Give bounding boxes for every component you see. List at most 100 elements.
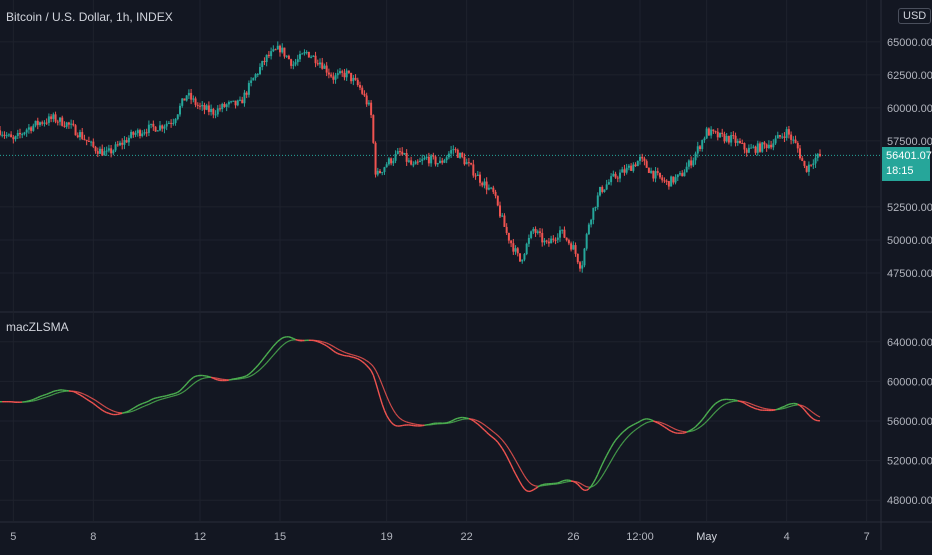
indicator-line-segment bbox=[260, 367, 262, 369]
candle-body bbox=[479, 175, 481, 183]
candle-body bbox=[63, 126, 65, 127]
indicator-line-segment bbox=[189, 386, 191, 388]
candle-body bbox=[621, 169, 623, 172]
indicator-line-segment bbox=[344, 352, 346, 353]
indicator-line-segment bbox=[173, 395, 175, 396]
last-price-badge: 56401.07 18:15 bbox=[882, 147, 930, 181]
candle-body bbox=[339, 71, 341, 73]
candle-body bbox=[641, 157, 643, 159]
indicator-line-segment bbox=[796, 404, 798, 405]
indicator-line-segment bbox=[673, 428, 675, 429]
indicator-line-segment bbox=[540, 485, 542, 486]
candle-body bbox=[563, 230, 565, 238]
candle-body bbox=[223, 104, 225, 107]
candle-body bbox=[237, 100, 239, 105]
indicator-line-segment bbox=[318, 342, 320, 343]
candle-body bbox=[121, 143, 123, 145]
candle-body bbox=[801, 158, 803, 161]
candle-body bbox=[81, 132, 83, 139]
indicator-line-segment bbox=[147, 404, 149, 405]
indicator-line-segment bbox=[113, 411, 115, 412]
candle-body bbox=[630, 166, 632, 171]
symbol-title[interactable]: Bitcoin / U.S. Dollar, 1h, INDEX bbox=[6, 10, 173, 24]
candle-body bbox=[383, 167, 385, 172]
candle-body bbox=[103, 151, 105, 155]
indicator-line-segment bbox=[593, 485, 595, 487]
indicator-line-segment bbox=[509, 460, 511, 464]
candle-body bbox=[637, 161, 639, 166]
candle-body bbox=[455, 149, 457, 150]
candle-body bbox=[28, 127, 30, 129]
indicator-line-segment bbox=[627, 427, 629, 429]
candle-body bbox=[359, 85, 361, 88]
indicator-line-segment bbox=[702, 424, 704, 426]
indicator-line-segment bbox=[498, 442, 500, 445]
indicator-line-segment bbox=[713, 412, 715, 414]
candle-body bbox=[741, 143, 743, 144]
candle-body bbox=[688, 160, 690, 166]
indicator-line-segment bbox=[476, 420, 478, 421]
indicator-title[interactable]: macZLSMA bbox=[6, 320, 69, 334]
indicator-line-segment bbox=[516, 474, 518, 478]
candle-body bbox=[286, 56, 288, 57]
candle-body bbox=[768, 145, 770, 148]
candle-body bbox=[228, 102, 230, 104]
candle-body bbox=[312, 56, 314, 57]
candle-body bbox=[32, 126, 34, 131]
indicator-line-segment bbox=[776, 409, 778, 410]
indicator-line-segment bbox=[787, 407, 789, 408]
candle-body bbox=[510, 241, 512, 244]
candle-body bbox=[530, 231, 532, 238]
indicator-line-segment bbox=[649, 419, 651, 420]
indicator-line-segment bbox=[209, 377, 211, 378]
indicator-line-segment bbox=[782, 406, 784, 407]
indicator-line-segment bbox=[89, 401, 91, 402]
indicator-line-segment bbox=[164, 396, 166, 397]
candle-body bbox=[626, 168, 628, 173]
x-tick-label: 19 bbox=[381, 531, 393, 543]
candle-body bbox=[423, 158, 425, 159]
candle-body bbox=[470, 163, 472, 164]
candle-body bbox=[672, 177, 674, 183]
candle-body bbox=[632, 165, 634, 171]
candle-body bbox=[239, 100, 241, 101]
candle-body bbox=[743, 143, 745, 149]
currency-selector[interactable]: USD bbox=[898, 8, 931, 24]
x-tick-label: 22 bbox=[461, 531, 473, 543]
candle-body bbox=[421, 159, 423, 161]
candle-body bbox=[797, 143, 799, 148]
candle-body bbox=[761, 142, 763, 151]
candle-body bbox=[612, 174, 614, 176]
indicator-line-segment bbox=[193, 376, 195, 377]
indicator-tick-label: 52000.00 bbox=[887, 456, 932, 468]
candle-body bbox=[808, 165, 810, 172]
indicator-line-segment bbox=[596, 482, 598, 484]
indicator-line-segment bbox=[256, 366, 258, 368]
candle-body bbox=[655, 171, 657, 178]
indicator-line-segment bbox=[207, 376, 209, 377]
indicator-line-segment bbox=[176, 395, 178, 396]
indicator-pane[interactable] bbox=[0, 337, 820, 492]
candle-body bbox=[166, 124, 168, 127]
indicator-line-segment bbox=[598, 469, 600, 474]
indicator-line-segment bbox=[173, 393, 175, 394]
indicator-line-segment bbox=[636, 423, 638, 424]
price-pane[interactable] bbox=[0, 41, 821, 272]
indicator-line-segment bbox=[522, 472, 524, 476]
indicator-line-segment bbox=[251, 370, 253, 372]
indicator-line-segment bbox=[564, 482, 566, 483]
indicator-line-segment bbox=[89, 397, 91, 398]
candle-body bbox=[499, 205, 501, 216]
indicator-line-segment bbox=[267, 360, 269, 362]
candle-body bbox=[555, 240, 557, 241]
candle-body bbox=[639, 157, 641, 161]
indicator-line-segment bbox=[744, 402, 746, 403]
indicator-line-segment bbox=[489, 434, 491, 436]
indicator-line-segment bbox=[33, 398, 35, 399]
candle-body bbox=[139, 130, 141, 136]
indicator-line-segment bbox=[324, 345, 326, 346]
indicator-line-segment bbox=[480, 426, 482, 428]
